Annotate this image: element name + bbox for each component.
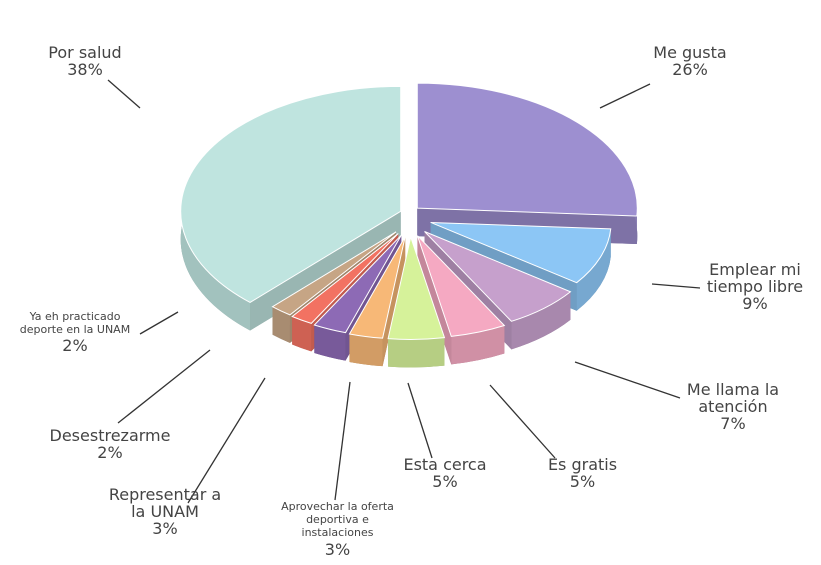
- slice-side: [451, 325, 505, 365]
- percent-label: 9%: [742, 293, 768, 313]
- leader-line: [334, 381, 351, 501]
- slice-side: [576, 228, 611, 311]
- category-name: Por salud: [48, 43, 122, 62]
- slice: [348, 236, 406, 339]
- slice-side: [388, 337, 445, 368]
- slice-label: Emplear mi tiempo libre 9%: [690, 260, 820, 313]
- slice-label: Aprovechar la oferta deportiva e instala…: [280, 500, 395, 559]
- slice: [271, 231, 397, 316]
- leader-line: [489, 384, 556, 459]
- leader-line: [599, 83, 651, 109]
- slice-label: Esta cerca 5%: [395, 455, 495, 491]
- percent-label: 26%: [672, 59, 708, 79]
- category-name: Representar a la UNAM: [108, 485, 222, 521]
- slice-side: [511, 291, 571, 350]
- category-name: Desestrezarme: [49, 426, 171, 445]
- slice: [180, 85, 402, 304]
- slice-side: [292, 316, 312, 352]
- leader-line: [407, 382, 433, 459]
- percent-label: 38%: [67, 59, 103, 79]
- percent-label: 2%: [97, 442, 123, 462]
- slice: [313, 234, 402, 334]
- category-name: Esta cerca: [403, 455, 487, 474]
- slice-label: Me llama la atención 7%: [668, 380, 798, 433]
- category-name: Aprovechar la oferta deportiva e instala…: [281, 500, 394, 540]
- slice-label: Es gratis 5%: [535, 455, 630, 491]
- leader-line: [139, 311, 179, 335]
- percent-label: 7%: [720, 413, 746, 433]
- leader-line: [574, 361, 681, 399]
- slice-side: [349, 333, 383, 367]
- slice: [430, 221, 612, 284]
- slice: [387, 235, 446, 340]
- slice-label: Me gusta 26%: [620, 43, 760, 79]
- slice: [291, 233, 399, 324]
- percent-label: 5%: [432, 471, 458, 491]
- category-name: Emplear mi tiempo libre: [706, 260, 804, 296]
- category-name: Es gratis: [547, 455, 618, 474]
- slice: [416, 235, 506, 337]
- category-name: Me llama la atención: [686, 380, 780, 416]
- category-name: Me gusta: [653, 43, 727, 62]
- percent-label: 5%: [569, 471, 596, 491]
- percent-label: 3%: [324, 539, 351, 559]
- slice-side: [272, 306, 290, 343]
- slice-label: Por salud 38%: [20, 43, 150, 79]
- slice-label: Ya eh practicado deporte en la UNAM 2%: [10, 310, 140, 356]
- leader-line: [187, 377, 266, 504]
- percent-label: 2%: [62, 336, 88, 356]
- slice-side: [314, 325, 346, 361]
- leader-line: [651, 283, 701, 289]
- slice-label: Desestrezarme 2%: [30, 426, 190, 462]
- slice-label: Representar a la UNAM 3%: [100, 485, 230, 538]
- slice: [424, 231, 572, 322]
- leader-line: [117, 349, 211, 424]
- leader-line: [107, 79, 141, 109]
- percent-label: 3%: [152, 518, 178, 538]
- category-name: Ya eh practicado deporte en la UNAM: [19, 310, 131, 337]
- slice: [416, 82, 638, 217]
